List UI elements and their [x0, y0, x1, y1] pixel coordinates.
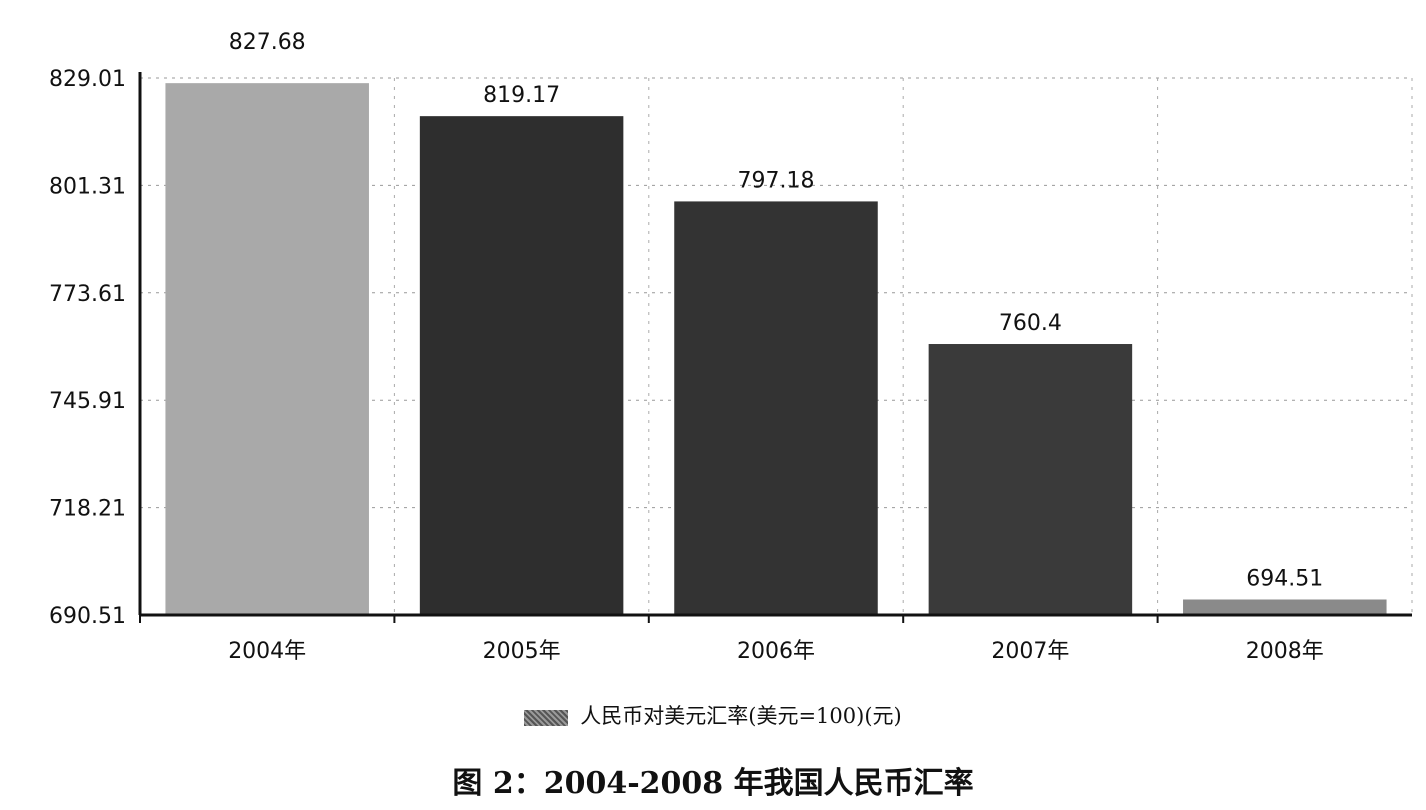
- y-tick-label: 773.61: [49, 282, 126, 307]
- y-tick-label: 829.01: [49, 67, 126, 92]
- x-tick-label: 2006年: [737, 639, 815, 664]
- data-label: 760.4: [999, 311, 1062, 336]
- legend: 人民币对美元汇率(美元=100)(元): [0, 700, 1426, 730]
- data-label: 797.18: [738, 168, 815, 193]
- y-tick-label: 801.31: [49, 174, 126, 199]
- data-label: 819.17: [483, 83, 560, 108]
- bar: [1183, 599, 1387, 615]
- y-tick-label: 718.21: [49, 497, 126, 522]
- x-tick-label: 2005年: [483, 639, 561, 664]
- data-label: 694.51: [1246, 566, 1323, 591]
- x-tick-label: 2007年: [991, 639, 1069, 664]
- bar: [419, 116, 624, 616]
- chart-title: 图 2：2004-2008 年我国人民币汇率: [452, 766, 974, 801]
- bar: [674, 201, 878, 615]
- legend-label: 人民币对美元汇率(美元=100)(元): [580, 704, 902, 728]
- x-tick-label: 2004年: [228, 639, 306, 664]
- x-tick-label: 2008年: [1246, 639, 1324, 664]
- y-tick-label: 690.51: [49, 604, 126, 629]
- legend-swatch: [524, 709, 569, 726]
- bar: [165, 83, 369, 616]
- y-tick-label: 745.91: [49, 389, 126, 414]
- bar: [928, 344, 1133, 615]
- data-label: 827.68: [229, 30, 306, 55]
- bar-chart: 829.01 801.31 773.61 745.91 718.21 690.51 827.…: [49, 30, 1413, 664]
